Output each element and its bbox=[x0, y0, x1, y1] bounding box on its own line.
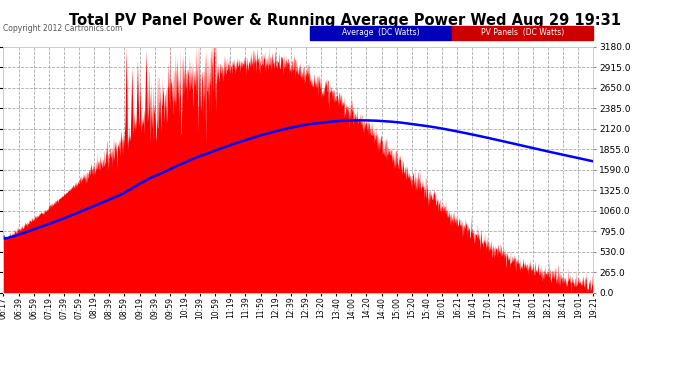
Text: Total PV Panel Power & Running Average Power Wed Aug 29 19:31: Total PV Panel Power & Running Average P… bbox=[69, 13, 621, 28]
Text: Copyright 2012 Cartronics.com: Copyright 2012 Cartronics.com bbox=[3, 24, 123, 33]
Text: Average  (DC Watts): Average (DC Watts) bbox=[342, 28, 420, 37]
Bar bbox=[310, 26, 452, 39]
Bar bbox=[452, 26, 593, 39]
Text: PV Panels  (DC Watts): PV Panels (DC Watts) bbox=[481, 28, 564, 37]
